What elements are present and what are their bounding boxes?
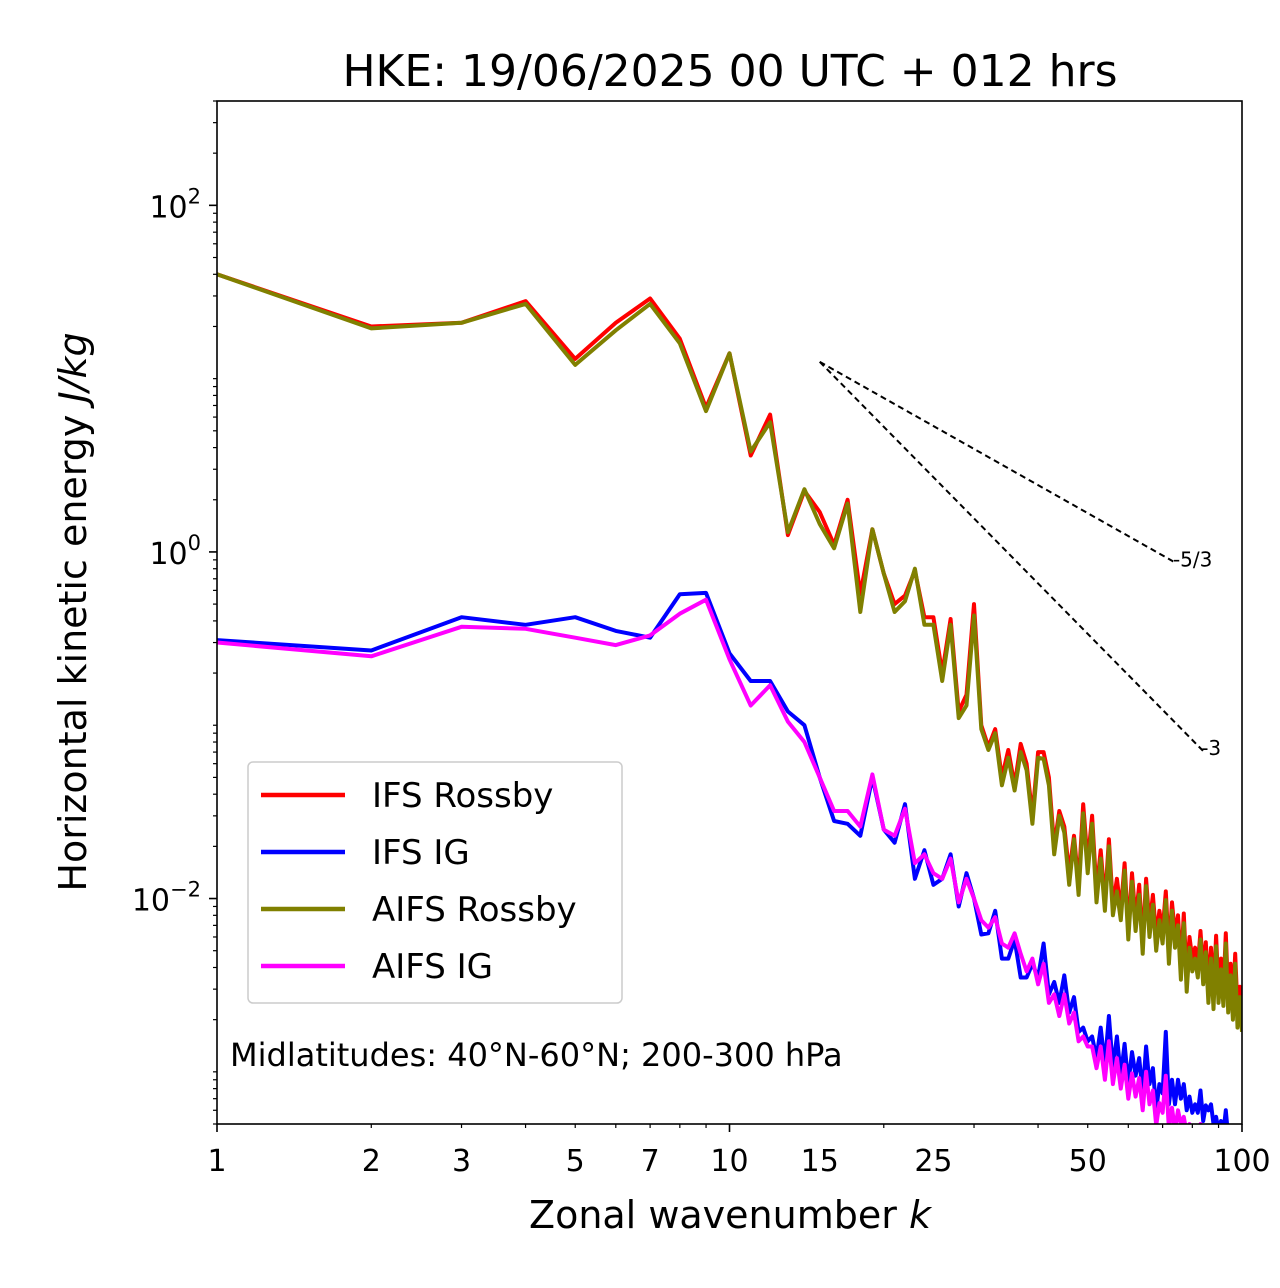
x-axis-ticks: 1 2 3 5 7 10 15 25 50 100	[207, 1124, 1271, 1179]
x-tick-label: 3	[452, 1144, 471, 1179]
x-tick-label: 50	[1069, 1144, 1107, 1179]
x-tick-label: 1	[207, 1144, 226, 1179]
x-tick-label: 100	[1213, 1144, 1270, 1179]
x-axis-label-text: Zonal wavenumber	[529, 1193, 897, 1237]
y-tick-label: 100	[149, 531, 201, 572]
x-tick-label: 2	[362, 1144, 381, 1179]
x-tick-label: 7	[641, 1144, 660, 1179]
legend-label-ifs-ig: IFS IG	[372, 833, 470, 873]
x-tick-label: 25	[914, 1144, 952, 1179]
region-annotation: Midlatitudes: 40°N-60°N; 200-300 hPa	[230, 1036, 843, 1074]
y-axis-ticks: 10−2 100 102	[132, 100, 217, 1125]
y-axis-label-text: Horizontal kinetic energy	[51, 415, 95, 892]
x-tick-label: 15	[801, 1144, 839, 1179]
x-axis-label: Zonal wavenumber k	[529, 1193, 933, 1237]
series-line-aifs-rossby	[217, 272, 1242, 1033]
chart-title: HKE: 19/06/2025 00 UTC + 012 hrs	[342, 46, 1117, 97]
x-tick-label: 5	[566, 1144, 585, 1179]
legend-label-ifs-rossby: IFS Rossby	[372, 776, 553, 816]
slope-label-1: -5/3	[1173, 547, 1212, 571]
y-axis-label-unit: J/kg	[51, 332, 95, 409]
legend-label-aifs-ig: AIFS IG	[372, 947, 493, 987]
x-axis-label-var: k	[909, 1193, 933, 1237]
slope-line-2	[819, 361, 1204, 752]
legend-label-aifs-rossby: AIFS Rossby	[372, 890, 577, 930]
series-layer	[217, 272, 1242, 1124]
legend: IFS Rossby IFS IG AIFS Rossby AIFS IG	[247, 761, 623, 1004]
y-tick-label: 10−2	[132, 878, 201, 919]
x-tick-label: 10	[710, 1144, 748, 1179]
y-tick-label: 102	[149, 184, 201, 225]
plot-frame	[216, 100, 1243, 1125]
series-line-ifs-ig	[217, 590, 1230, 1124]
legend-box	[247, 761, 623, 1004]
reference-slopes: -5/3 -3	[819, 360, 1221, 760]
slope-line-1	[819, 360, 1176, 564]
slope-label-2: -3	[1201, 736, 1221, 760]
series-line-aifs-ig	[217, 597, 1203, 1124]
y-axis-label: Horizontal kinetic energy J/kg	[51, 332, 95, 891]
legend-items: IFS Rossby IFS IG AIFS Rossby AIFS IG	[261, 776, 577, 987]
